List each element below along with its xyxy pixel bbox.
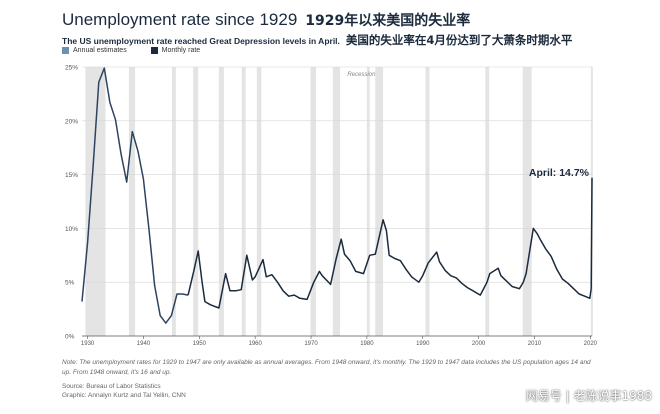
x-tick-label: 1930 (81, 341, 95, 347)
chart-title: Unemployment rate since 1929 1929年以来美国的失业… (62, 10, 470, 30)
recession-band (171, 67, 176, 336)
recession-bands (85, 67, 593, 336)
note-line-1: Note: The unemployment rates for 1929 to… (62, 359, 591, 366)
y-tick-label: 0% (65, 334, 75, 341)
y-tick-label: 10% (65, 226, 78, 233)
recession-band (241, 67, 246, 336)
recession-label: Recession (347, 72, 376, 78)
recession-band (485, 67, 490, 336)
chart-title-cn: 1929年以来美国的失业率 (305, 13, 471, 29)
annual-estimates-line (81, 67, 189, 324)
x-tick-label: 1980 (360, 341, 374, 347)
chart-subtitle-cn: 美国的失业率在4月份达到了大萧条时期水平 (345, 33, 573, 47)
legend-label-monthly: Monthly rate (161, 47, 201, 54)
x-tick-label: 1950 (193, 341, 207, 347)
legend-item-annual: Annual estimates (62, 47, 127, 54)
y-tick-label: 15% (65, 172, 78, 179)
y-tick-label: 5% (65, 280, 75, 287)
x-tick-label: 1990 (416, 341, 430, 347)
axes: 0% 5% 10% 15% 20% 25% 1930 1940 1950 1960 1970 1980… (65, 65, 598, 348)
grid-lines (82, 66, 592, 337)
recession-band (256, 67, 262, 336)
recession-band (366, 67, 370, 336)
x-tick-label: 2000 (472, 341, 486, 347)
chart-subtitle: The US unemployment rate reached Great D… (62, 32, 572, 48)
x-tick-label: 2020 (584, 341, 598, 347)
legend-swatch-monthly (150, 47, 158, 54)
recession-band (522, 67, 532, 336)
recession-band (85, 67, 106, 336)
x-tick-label: 2010 (528, 341, 542, 347)
chart-source: Source: Bureau of Labor Statistics Graph… (62, 383, 186, 400)
recession-band (375, 67, 384, 336)
x-tick-label: 1940 (137, 341, 151, 347)
watermark: 网易号 | 老陈说事1988 (525, 389, 652, 403)
x-tick-label: 1960 (248, 341, 262, 347)
recession-band (128, 67, 136, 336)
x-tick-label: 1970 (304, 341, 318, 347)
chart-note: Note: The unemployment rates for 1929 to… (62, 358, 602, 377)
source-line: Source: Bureau of Labor Statistics (62, 383, 161, 390)
annotations: Recession April: 14.7% (347, 72, 589, 179)
y-tick-label: 20% (65, 118, 78, 125)
recession-band (193, 67, 199, 336)
monthly-rate-line (187, 177, 593, 309)
chart-title-en: Unemployment rate since 1929 (62, 10, 298, 29)
recession-band (332, 67, 341, 336)
recession-band (218, 67, 224, 336)
recession-band (425, 67, 430, 336)
y-tick-label: 25% (65, 65, 78, 72)
note-line-2: up. From 1948 onward, it's 16 and up. (62, 368, 172, 376)
april-annotation: April: 14.7% (529, 167, 590, 179)
legend-swatch-annual (62, 47, 69, 54)
recession-band (310, 67, 317, 336)
chart-legend: Annual estimates Monthly rate (62, 47, 222, 56)
legend-label-annual: Annual estimates (73, 47, 127, 54)
graphic-credit: Graphic: Annalyn Kurtz and Tal Yellin, C… (62, 391, 186, 399)
series-lines (81, 67, 593, 324)
chart-subtitle-en: The US unemployment rate reached Great D… (62, 36, 340, 46)
legend-item-monthly: Monthly rate (150, 47, 201, 54)
unemployment-line-chart: 0% 5% 10% 15% 20% 25% 1930 1940 1950 1960 1970 1980… (65, 65, 598, 348)
